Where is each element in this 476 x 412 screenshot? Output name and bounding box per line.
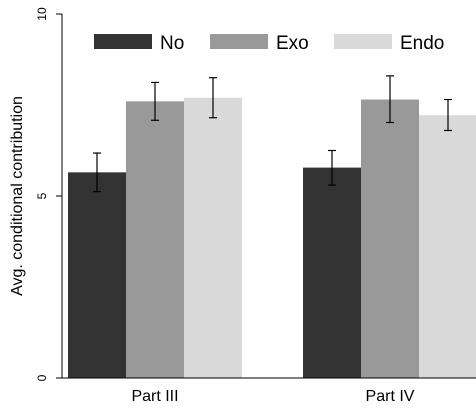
category-label-group: Part III Part IV [131, 388, 414, 405]
legend-label: Exo [276, 33, 309, 54]
bar [184, 97, 242, 378]
legend-swatch [94, 34, 152, 49]
bar [68, 172, 126, 378]
bar [303, 167, 361, 378]
bar [361, 99, 419, 378]
category-label: Part IV [366, 388, 415, 405]
category-label: Part III [131, 388, 178, 405]
legend-swatch [334, 34, 392, 49]
error-bar-group [93, 75, 452, 193]
bar [419, 115, 476, 378]
y-axis-title: Avg. conditional contribution [9, 96, 26, 296]
y-tick-group: 0 5 10 [35, 7, 62, 381]
bar [126, 101, 184, 379]
legend: No Exo Endo [94, 33, 444, 54]
bar-group [68, 97, 476, 379]
legend-swatch [210, 34, 268, 49]
legend-label: Endo [400, 33, 444, 54]
y-tick-label: 0 [35, 374, 49, 381]
y-tick-label: 5 [35, 192, 49, 199]
legend-label: No [160, 33, 184, 54]
y-tick-label: 10 [35, 7, 49, 21]
